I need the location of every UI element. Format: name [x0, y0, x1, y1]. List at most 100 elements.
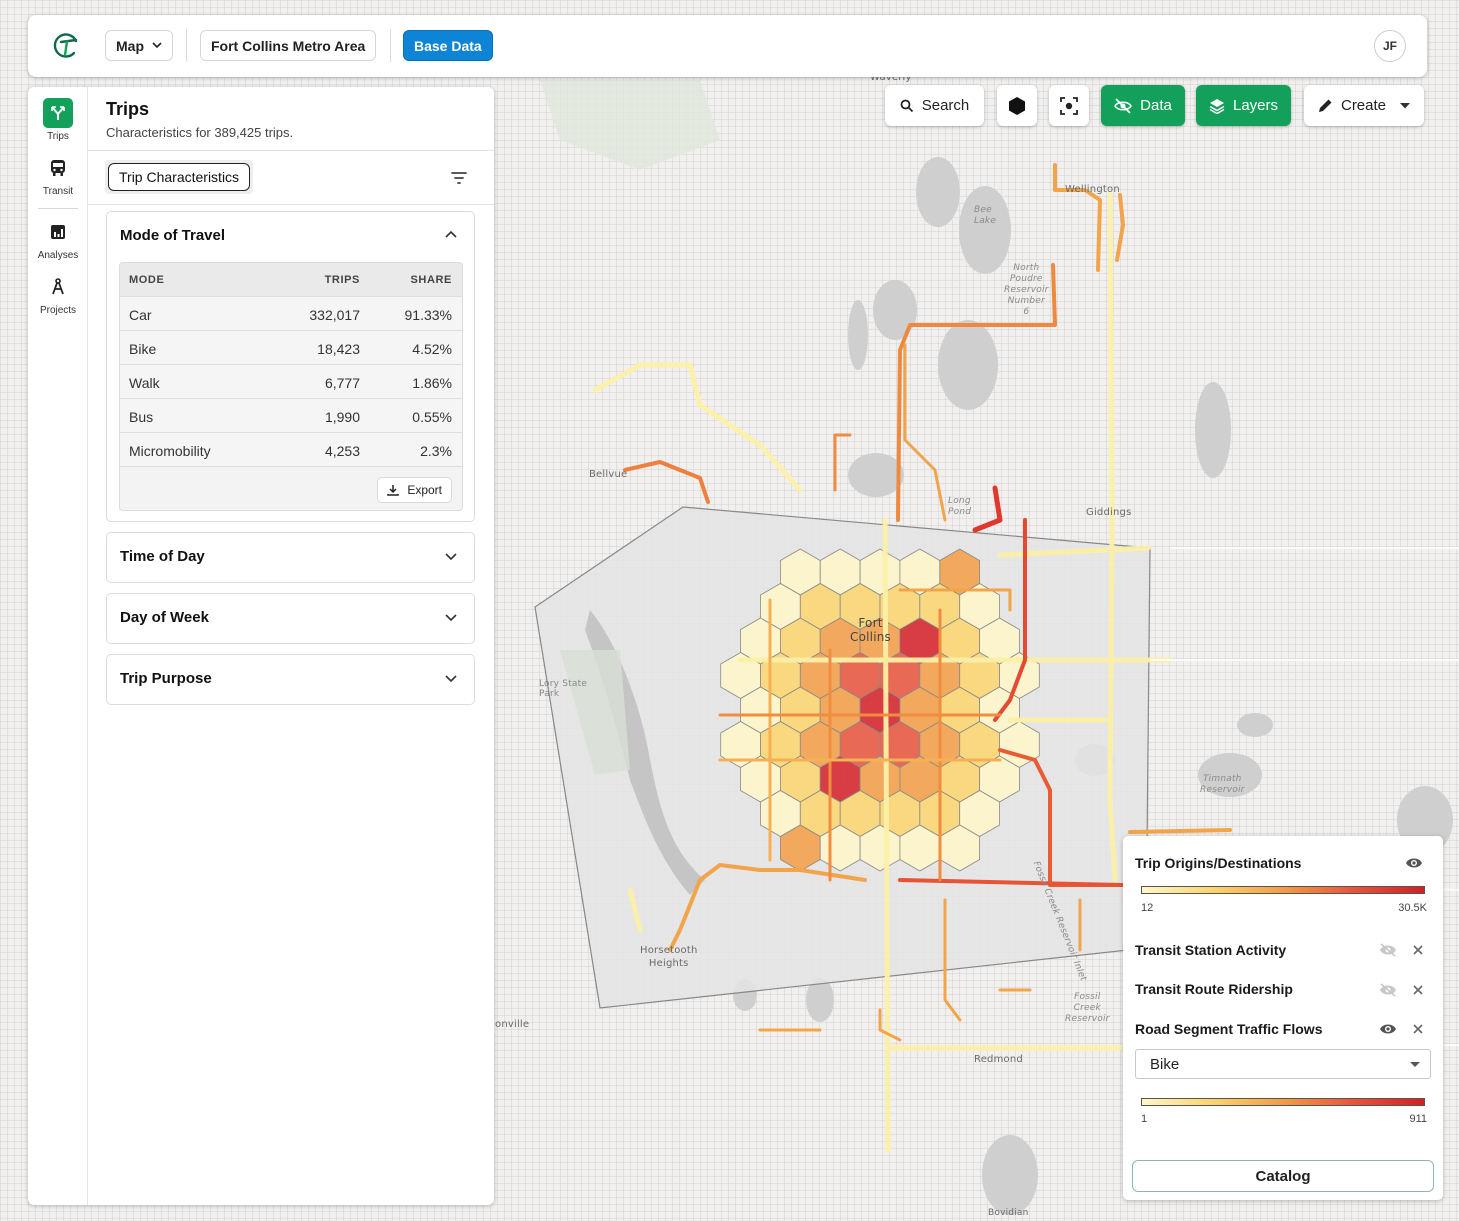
legend-layer-title: Transit Station Activity: [1135, 942, 1287, 958]
region-label: Fort Collins Metro Area: [211, 37, 366, 54]
map-label-north-poudre: North Poudre Reservoir Number 6: [1004, 263, 1049, 317]
rail-label-trips: Trips: [47, 131, 69, 142]
rail-item-transit[interactable]: Transit: [28, 153, 88, 197]
mode-table: MODE TRIPS SHARE Car 332,017 91.33% Bike…: [119, 262, 463, 511]
base-data-label: Base Data: [414, 37, 482, 54]
divider: [88, 150, 494, 151]
cell-mode: Bus: [129, 409, 154, 425]
map-label-laporte: onville: [495, 1019, 530, 1030]
search-icon: [900, 99, 913, 112]
rail-item-projects[interactable]: Projects: [28, 272, 88, 316]
rail-label-analyses: Analyses: [37, 250, 79, 261]
rail-label-transit: Transit: [42, 186, 74, 197]
section-header[interactable]: Time of Day: [107, 533, 474, 581]
table-header-row: MODE TRIPS SHARE: [120, 263, 462, 297]
rail-divider: [38, 208, 78, 209]
major-roads: [592, 192, 1173, 1153]
traffic-flow-layer: [623, 163, 1232, 1042]
close-icon[interactable]: [1412, 944, 1424, 956]
ramp-max-label: 30.5K: [1398, 902, 1427, 914]
view-select-label: Map: [116, 37, 144, 54]
left-panel: Trips Transit Analyses Projects Trips Ch…: [28, 87, 494, 1205]
download-icon: [387, 485, 400, 496]
bus-icon: [43, 153, 73, 183]
legend-layer-title: Transit Route Ridership: [1135, 981, 1293, 997]
map-label-fort-collins: Fort Collins: [850, 616, 891, 644]
section-header[interactable]: Trip Purpose: [107, 655, 474, 703]
ramp-min-label: 12: [1141, 902, 1154, 914]
catalog-label: Catalog: [1255, 1167, 1311, 1185]
panel-subtitle: Characteristics for 389,425 trips.: [106, 125, 294, 140]
section-header[interactable]: Day of Week: [107, 594, 474, 642]
map-label-timnath: Timnath Reservoir: [1200, 774, 1245, 795]
section-title: Day of Week: [120, 609, 209, 626]
app-logo-icon[interactable]: [52, 32, 80, 60]
catalog-button[interactable]: Catalog: [1132, 1160, 1434, 1192]
user-avatar[interactable]: JF: [1374, 30, 1406, 62]
rail-item-trips[interactable]: Trips: [28, 98, 88, 142]
chevron-up-icon: [445, 230, 457, 238]
panel-content: Trips Characteristics for 389,425 trips.…: [88, 87, 494, 1205]
section-trip-purpose: Trip Purpose: [106, 654, 475, 705]
side-rail: Trips Transit Analyses Projects: [28, 87, 88, 1205]
panel-title: Trips: [106, 99, 150, 119]
region-selector[interactable]: Fort Collins Metro Area: [200, 30, 377, 61]
col-header-share: SHARE: [410, 274, 452, 286]
section-header[interactable]: Mode of Travel: [107, 212, 474, 260]
cell-share: 91.33%: [404, 307, 452, 323]
cell-mode: Walk: [129, 375, 160, 391]
eye-icon[interactable]: [1405, 856, 1423, 870]
map-label-long-pond: Long Pond: [948, 496, 972, 517]
view-select[interactable]: Map: [105, 30, 173, 61]
search-button[interactable]: Search: [885, 85, 984, 126]
hexagon-icon: [1009, 96, 1025, 115]
bar-chart-icon: [43, 217, 73, 247]
section-title: Trip Purpose: [120, 670, 212, 687]
layers-button[interactable]: Layers: [1196, 85, 1291, 126]
rail-item-analyses[interactable]: Analyses: [28, 217, 88, 261]
divider: [88, 204, 494, 205]
cell-trips: 332,017: [309, 307, 360, 323]
create-label: Create: [1340, 97, 1387, 114]
base-data-button[interactable]: Base Data: [403, 30, 493, 61]
layers-label: Layers: [1232, 97, 1279, 114]
cell-trips: 18,423: [317, 341, 360, 357]
toolbar-divider: [186, 29, 187, 62]
table-row: Micromobility 4,253 2.3%: [120, 433, 462, 467]
tab-label: Trip Characteristics: [119, 169, 240, 185]
map-label-waverly: Waverly: [870, 72, 912, 83]
tab-trip-characteristics[interactable]: Trip Characteristics: [108, 163, 251, 191]
export-button[interactable]: Export: [377, 477, 452, 503]
map-label-wellington: Wellington: [1065, 184, 1120, 195]
create-button[interactable]: Create: [1304, 85, 1424, 126]
hex-bin-layer: [720, 548, 1040, 872]
col-header-trips: TRIPS: [324, 274, 360, 286]
map-label-lory-state-park: Lory State Park: [539, 679, 588, 699]
chevron-down-icon: [445, 614, 457, 622]
traffic-mode-select[interactable]: Bike: [1135, 1049, 1431, 1079]
focus-button[interactable]: [1049, 85, 1089, 126]
eye-off-icon[interactable]: [1379, 983, 1397, 997]
cell-share: 1.86%: [412, 375, 452, 391]
map-label-bellvue: Bellvue: [589, 469, 628, 480]
hexagon-button[interactable]: [997, 85, 1037, 126]
data-toggle-button[interactable]: Data: [1101, 85, 1185, 126]
filter-icon[interactable]: [449, 170, 469, 186]
caret-down-icon: [1400, 102, 1411, 108]
close-icon[interactable]: [1412, 984, 1424, 996]
section-title: Mode of Travel: [120, 227, 226, 244]
eye-off-icon[interactable]: [1379, 943, 1397, 957]
close-icon[interactable]: [1412, 1023, 1424, 1035]
section-mode-of-travel: Mode of Travel MODE TRIPS SHARE Car 332,…: [106, 211, 475, 522]
col-header-mode: MODE: [129, 274, 165, 286]
color-ramp-traffic: [1141, 1098, 1425, 1106]
legend-panel: Trip Origins/Destinations 12 30.5K Trans…: [1123, 836, 1443, 1200]
eye-icon[interactable]: [1379, 1022, 1397, 1036]
color-ramp-trip-od: [1141, 886, 1425, 894]
trips-icon: [43, 98, 73, 128]
search-label: Search: [921, 97, 970, 114]
cell-mode: Bike: [129, 341, 157, 357]
layers-icon: [1209, 98, 1225, 114]
chevron-down-icon: [445, 553, 457, 561]
ramp-min-label: 1: [1141, 1113, 1148, 1125]
